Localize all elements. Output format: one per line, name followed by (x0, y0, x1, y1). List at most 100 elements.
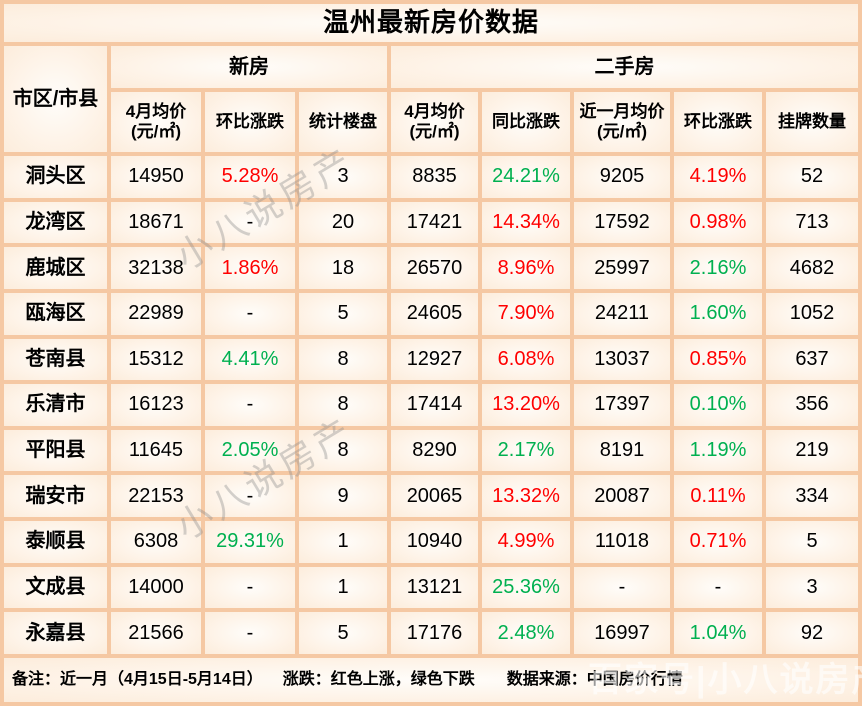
value-cell: 20 (299, 201, 387, 244)
value-cell: 5 (766, 521, 858, 563)
row-label: 平阳县 (4, 429, 107, 472)
value-cell: - (674, 566, 762, 609)
value-cell-change: 14.34% (482, 201, 570, 244)
column-header: 挂牌数量 (766, 92, 858, 152)
value-cell-change: 0.10% (674, 384, 762, 426)
value-cell-change: 5.28% (205, 156, 295, 198)
value-cell: 8290 (391, 429, 478, 472)
value-cell: 16997 (574, 612, 670, 654)
value-cell: - (205, 612, 295, 654)
value-cell: 20087 (574, 475, 670, 518)
value-cell: 20065 (391, 475, 478, 518)
value-cell: 14000 (111, 566, 201, 609)
row-label: 鹿城区 (4, 247, 107, 289)
value-cell: - (205, 566, 295, 609)
value-cell-change: 4.41% (205, 338, 295, 381)
column-group-second-hand: 二手房 (391, 46, 858, 88)
value-cell-change: 2.05% (205, 429, 295, 472)
value-cell: 24605 (391, 292, 478, 335)
value-cell: 637 (766, 338, 858, 381)
value-cell: 1052 (766, 292, 858, 335)
value-cell: 17397 (574, 384, 670, 426)
value-cell: 92 (766, 612, 858, 654)
column-header: 近一月均价(元/㎡) (574, 92, 670, 152)
value-cell-change: 13.20% (482, 384, 570, 426)
value-cell-change: 8.96% (482, 247, 570, 289)
value-cell: 5 (299, 612, 387, 654)
value-cell: 21566 (111, 612, 201, 654)
value-cell: 24211 (574, 292, 670, 335)
value-cell-change: 1.19% (674, 429, 762, 472)
value-cell-change: 2.16% (674, 247, 762, 289)
value-cell: 4682 (766, 247, 858, 289)
column-header: 同比涨跌 (482, 92, 570, 152)
column-header: 4月均价 (元/㎡) (111, 92, 201, 152)
value-cell: - (205, 292, 295, 335)
value-cell: - (205, 475, 295, 518)
value-cell: 6308 (111, 521, 201, 563)
value-cell: 13037 (574, 338, 670, 381)
column-group-new-homes: 新房 (111, 46, 387, 88)
value-cell: 17414 (391, 384, 478, 426)
value-cell: 9 (299, 475, 387, 518)
value-cell: 1 (299, 521, 387, 563)
value-cell: 15312 (111, 338, 201, 381)
value-cell: 17421 (391, 201, 478, 244)
value-cell: 1 (299, 566, 387, 609)
value-cell: 26570 (391, 247, 478, 289)
column-header: 环比涨跌 (205, 92, 295, 152)
value-cell-change: 1.60% (674, 292, 762, 335)
value-cell: 14950 (111, 156, 201, 198)
value-cell-change: 2.17% (482, 429, 570, 472)
value-cell: 17592 (574, 201, 670, 244)
row-label: 瓯海区 (4, 292, 107, 335)
value-cell-change: 4.99% (482, 521, 570, 563)
value-cell-change: 29.31% (205, 521, 295, 563)
column-header: 环比涨跌 (674, 92, 762, 152)
value-cell: - (574, 566, 670, 609)
value-cell: - (205, 201, 295, 244)
value-cell: - (205, 384, 295, 426)
value-cell-change: 0.98% (674, 201, 762, 244)
value-cell: 17176 (391, 612, 478, 654)
value-cell: 52 (766, 156, 858, 198)
footer-data-source: 数据来源：中国房价行情 (506, 670, 683, 688)
value-cell: 8191 (574, 429, 670, 472)
value-cell: 32138 (111, 247, 201, 289)
value-cell-change: 0.85% (674, 338, 762, 381)
row-label: 苍南县 (4, 338, 107, 381)
value-cell: 13121 (391, 566, 478, 609)
row-label: 泰顺县 (4, 521, 107, 563)
value-cell: 11018 (574, 521, 670, 563)
row-label: 乐清市 (4, 384, 107, 426)
row-label: 永嘉县 (4, 612, 107, 654)
value-cell-change: 1.86% (205, 247, 295, 289)
value-cell-change: 6.08% (482, 338, 570, 381)
value-cell: 8 (299, 338, 387, 381)
row-label: 龙湾区 (4, 201, 107, 244)
value-cell: 219 (766, 429, 858, 472)
value-cell: 356 (766, 384, 858, 426)
column-header: 统计楼盘 (299, 92, 387, 152)
value-cell-change: 0.71% (674, 521, 762, 563)
value-cell: 25997 (574, 247, 670, 289)
column-header: 4月均价 (元/㎡) (391, 92, 478, 152)
row-label: 瑞安市 (4, 475, 107, 518)
value-cell: 10940 (391, 521, 478, 563)
column-header-region: 市区/市县 (4, 46, 107, 152)
value-cell-change: 24.21% (482, 156, 570, 198)
value-cell: 18671 (111, 201, 201, 244)
value-cell-change: 25.36% (482, 566, 570, 609)
footer-note-bar: 备注：近一月（4月15日-5月14日） 涨跌：红色上涨，绿色下跌 数据来源：中国… (4, 658, 858, 702)
value-cell: 9205 (574, 156, 670, 198)
value-cell: 16123 (111, 384, 201, 426)
value-cell: 713 (766, 201, 858, 244)
value-cell: 3 (299, 156, 387, 198)
value-cell: 22989 (111, 292, 201, 335)
value-cell: 3 (766, 566, 858, 609)
value-cell: 334 (766, 475, 858, 518)
row-label: 洞头区 (4, 156, 107, 198)
value-cell: 8835 (391, 156, 478, 198)
value-cell: 12927 (391, 338, 478, 381)
